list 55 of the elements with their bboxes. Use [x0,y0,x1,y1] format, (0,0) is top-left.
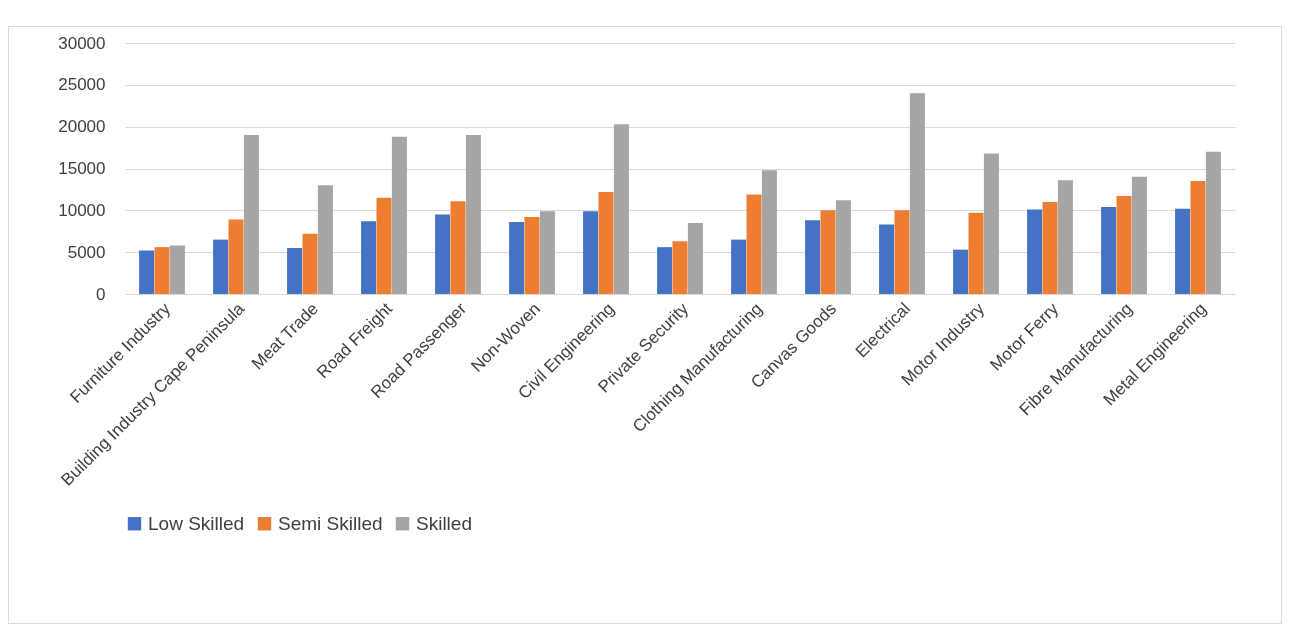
legend-label: Semi Skilled [278,512,383,534]
bar [1190,181,1206,294]
y-tick-label: 0 [96,284,106,304]
bar [243,135,259,294]
bar [524,217,540,294]
bar [805,220,821,294]
bar [213,239,229,294]
bar [139,250,155,294]
bar [1042,201,1058,294]
y-tick-label: 30000 [58,33,106,53]
bar [835,200,851,294]
bar [687,222,703,294]
legend-label: Skilled [416,512,472,534]
bar [657,247,673,294]
bar [1131,176,1147,294]
bar [731,239,747,294]
bar [1101,206,1117,294]
bar [302,233,318,294]
bar [1116,196,1132,294]
bar [539,211,555,294]
bar [169,245,185,294]
bar [287,247,303,294]
bar [613,124,629,294]
y-tick-label: 5000 [67,242,106,262]
bar [909,93,925,294]
bar [450,201,466,294]
bar [228,219,244,294]
y-tick-label: 15000 [58,159,106,178]
bar [391,136,407,294]
bar [598,191,614,294]
bar [983,153,999,294]
bar [746,194,762,294]
bar [435,214,451,294]
bar [317,185,333,294]
bar [1205,151,1221,294]
bar [820,210,836,294]
bar [509,222,525,294]
bar [761,170,777,294]
bar [879,224,895,294]
y-tick-label: 20000 [58,117,106,137]
bar [465,135,481,294]
bar [894,210,910,294]
y-tick-label: 25000 [58,75,106,95]
bar [672,241,688,294]
y-tick-label: 10000 [58,200,106,220]
bar [1057,180,1073,294]
bar [1175,208,1191,294]
bar [361,221,377,294]
bar [1027,209,1043,294]
bar [376,197,392,294]
bar [953,249,969,294]
bar [583,211,599,294]
bar [154,247,170,294]
legend-label: Low Skilled [148,512,245,534]
bar [968,212,984,294]
